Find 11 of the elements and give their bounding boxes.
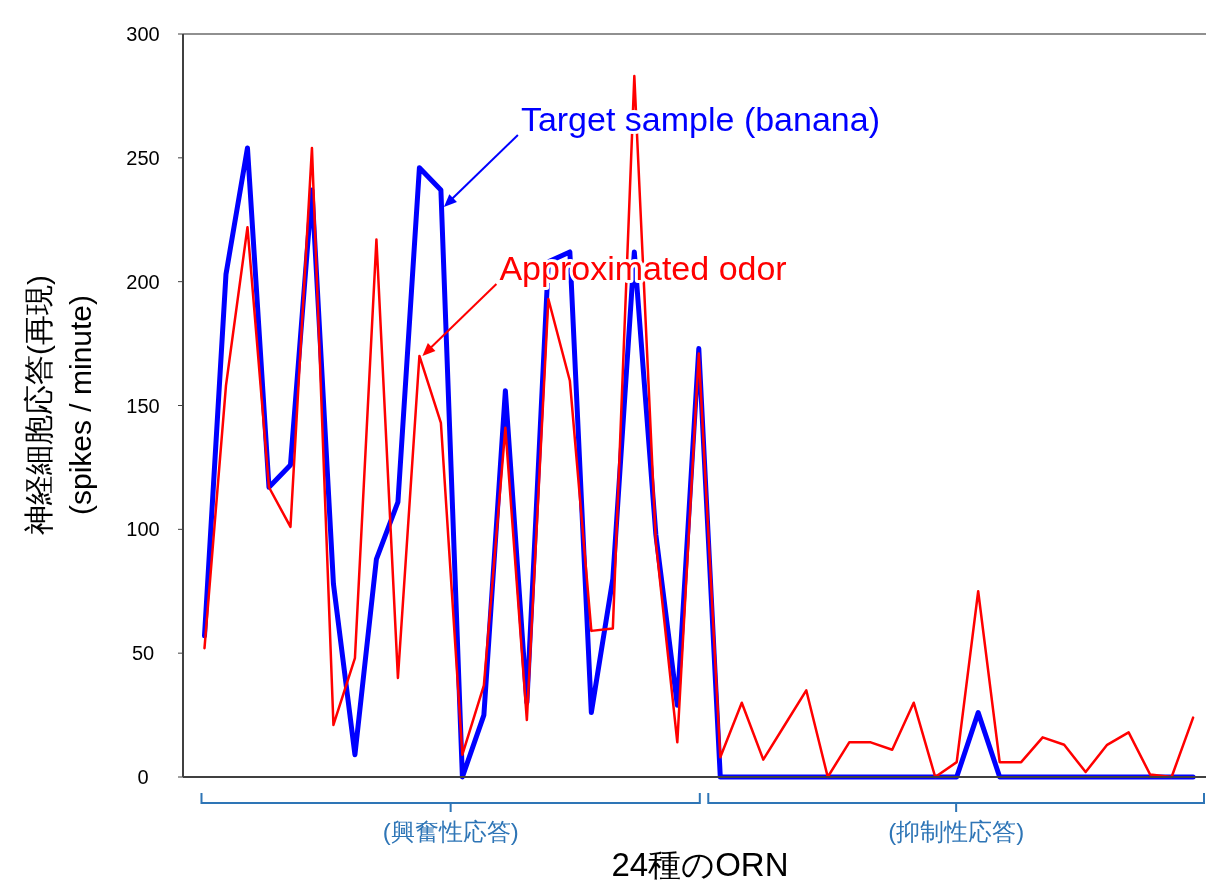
y-tick-label: 200: [126, 270, 160, 293]
y-tick-label: 150: [126, 394, 160, 417]
y-axis-title: 神経細胞応答(再現) (spikes / minute): [21, 275, 97, 535]
y-tick-label: 0: [137, 766, 149, 788]
y-tick-label: 50: [131, 642, 155, 665]
text: (抑制性応答): [888, 818, 1025, 845]
text: (興奮性応答): [382, 818, 519, 845]
y-tick-label: 250: [126, 146, 160, 169]
x-axis-title: 24種のORN: [611, 846, 789, 882]
y-tick-label: 100: [126, 518, 160, 541]
y-tick-label: 300: [126, 23, 160, 45]
